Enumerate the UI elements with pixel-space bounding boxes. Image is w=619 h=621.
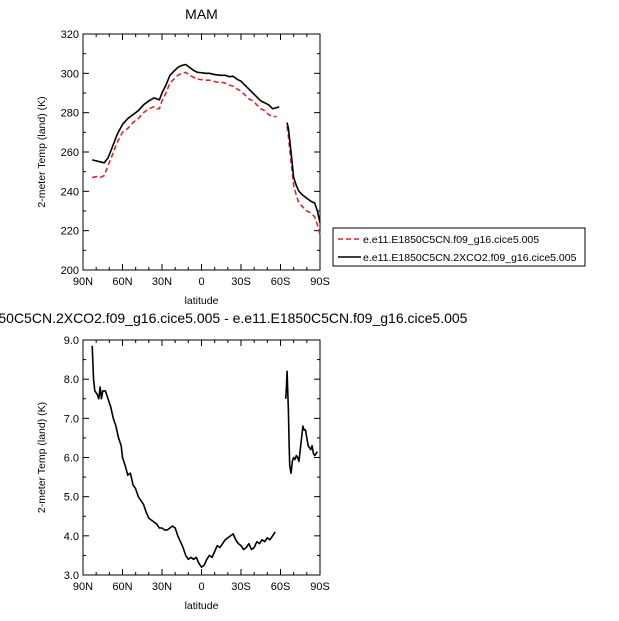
x-tick-label: 30N bbox=[152, 581, 172, 593]
y-axis-title: 2-meter Temp (land) (K) bbox=[36, 402, 48, 513]
y-tick-label: 240 bbox=[61, 186, 79, 198]
legend-label-2: e.e11.E1850C5CN.2XCO2.f09_g16.cice5.005 bbox=[363, 252, 577, 264]
x-tick-label: 60S bbox=[271, 581, 291, 593]
y-tick-label: 300 bbox=[61, 68, 79, 80]
x-tick-label: 60N bbox=[112, 581, 132, 593]
series-line-2-segment-2 bbox=[286, 122, 321, 223]
y-tick-label: 5.0 bbox=[64, 492, 79, 504]
series-line-1-segment-2 bbox=[284, 370, 319, 474]
y-tick-label: 6.0 bbox=[64, 453, 79, 465]
plot-frame bbox=[82, 33, 321, 271]
y-tick-label: 3.0 bbox=[64, 570, 79, 582]
y-tick-label: 8.0 bbox=[64, 374, 79, 386]
chart-1: MAM 90N 60N 30N 0 30S 60S 90S 200 220 240 260 280 300… bbox=[36, 6, 586, 307]
x-tick-label: 90S bbox=[310, 581, 330, 593]
y-tick-label: 9.0 bbox=[64, 335, 79, 347]
x-tick-label: 0 bbox=[198, 276, 204, 288]
series-line-1-segment-1 bbox=[91, 345, 276, 568]
x-tick-label: 60S bbox=[271, 276, 291, 288]
x-tick-label: 90N bbox=[73, 276, 93, 288]
legend-box bbox=[332, 227, 586, 267]
y-tick-label: 320 bbox=[61, 29, 79, 41]
series-line-1-segment-1 bbox=[92, 71, 277, 179]
x-tick-label: 60N bbox=[112, 276, 132, 288]
x-axis-title: latitude bbox=[185, 295, 219, 307]
x-tick-label: 30S bbox=[231, 276, 251, 288]
y-tick-label: 4.0 bbox=[64, 531, 79, 543]
y-tick-label: 200 bbox=[61, 265, 79, 277]
x-tick-label: 30S bbox=[231, 581, 251, 593]
x-tick-label: 90N bbox=[73, 581, 93, 593]
chart-title: MAM bbox=[185, 6, 218, 22]
chart-2: e.e11.E1850C5CN.2XCO2.f09_g16.cice5.005 … bbox=[0, 310, 468, 612]
x-tick-label: 90S bbox=[310, 276, 330, 288]
legend-label-1: e.e11.E1850C5CN.f09_g16.cice5.005 bbox=[363, 234, 539, 246]
series-line-1-segment-2 bbox=[286, 126, 321, 235]
y-tick-label: 7.0 bbox=[64, 413, 79, 425]
series-line-2-segment-1 bbox=[92, 63, 280, 164]
y-axis-title: 2-meter Temp (land) (K) bbox=[36, 96, 48, 207]
y-tick-label: 260 bbox=[61, 147, 79, 159]
y-tick-label: 280 bbox=[61, 108, 79, 120]
chart-title: e.e11.E1850C5CN.2XCO2.f09_g16.cice5.005 … bbox=[0, 310, 468, 326]
x-tick-label: 0 bbox=[198, 581, 204, 593]
plot-frame bbox=[82, 339, 321, 576]
x-axis-title: latitude bbox=[185, 600, 219, 612]
y-tick-label: 220 bbox=[61, 226, 79, 238]
x-tick-label: 30N bbox=[152, 276, 172, 288]
